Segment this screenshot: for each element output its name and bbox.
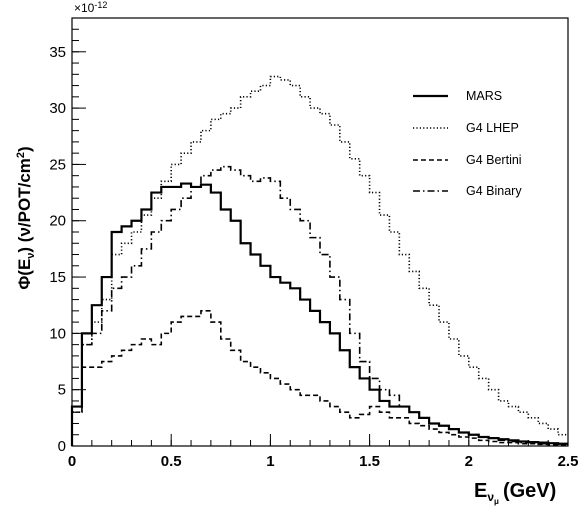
y-tick-label: 35 [49, 44, 66, 61]
x-axis-title-main: E [474, 480, 487, 502]
x-tick-label: 1.5 [359, 453, 380, 470]
series-line-mars [70, 182, 568, 446]
y-exponent-power: -12 [94, 0, 107, 10]
x-tick-label: 1 [266, 453, 274, 470]
legend-label: G4 Binary [466, 184, 522, 198]
y-axis-title: Φ(Eν) (ν/POT/cm2) [15, 146, 37, 289]
plot-frame [71, 17, 569, 447]
x-tick-label: 0 [68, 453, 76, 470]
series-line-g4-bertini [71, 310, 568, 446]
y-tick-label: 15 [49, 269, 66, 286]
series-line-g4-lhep [71, 75, 568, 446]
y-axis-title-sub: ν [25, 253, 37, 259]
y-exponent-label: ×10-12 [74, 0, 107, 15]
y-axis-title-unit: ) (ν/POT/cm [15, 158, 34, 252]
x-axis-title-subsub: μ [494, 497, 499, 506]
x-axis-title-unit: (GeV) [503, 480, 556, 502]
y-tick-label: 30 [49, 100, 66, 117]
legend-label: G4 Bertini [466, 153, 522, 167]
y-axis-title-close: ) [15, 146, 34, 152]
x-tick-label: 2 [465, 453, 473, 470]
x-tick-label: 0.5 [161, 453, 182, 470]
y-axis-title-sup: 2 [15, 152, 27, 158]
y-axis: 0 5 10 15 20 25 30 35 [49, 17, 86, 455]
series-line-g4-binary [71, 165, 568, 446]
legend-label: MARS [466, 89, 502, 103]
y-axis-title-main: Φ(E [15, 259, 34, 290]
y-tick-label: 10 [49, 325, 66, 342]
legend-label: G4 LHEP [466, 121, 519, 135]
y-tick-label: 25 [49, 156, 66, 173]
x-axis-title: Eνμ (GeV) [474, 480, 556, 506]
x-tick-label: 2.5 [558, 453, 579, 470]
series-layer [70, 75, 568, 446]
y-tick-label: 20 [49, 213, 66, 230]
legend: MARS G4 LHEP G4 Bertini G4 Binary [413, 89, 522, 198]
x-axis: 0 0.5 1 1.5 2 2.5 [68, 434, 579, 470]
x-axis-title-sub: ν [487, 490, 494, 504]
y-exponent-base: ×10 [74, 1, 95, 15]
y-tick-label: 0 [58, 438, 66, 455]
y-tick-label: 5 [58, 382, 66, 399]
